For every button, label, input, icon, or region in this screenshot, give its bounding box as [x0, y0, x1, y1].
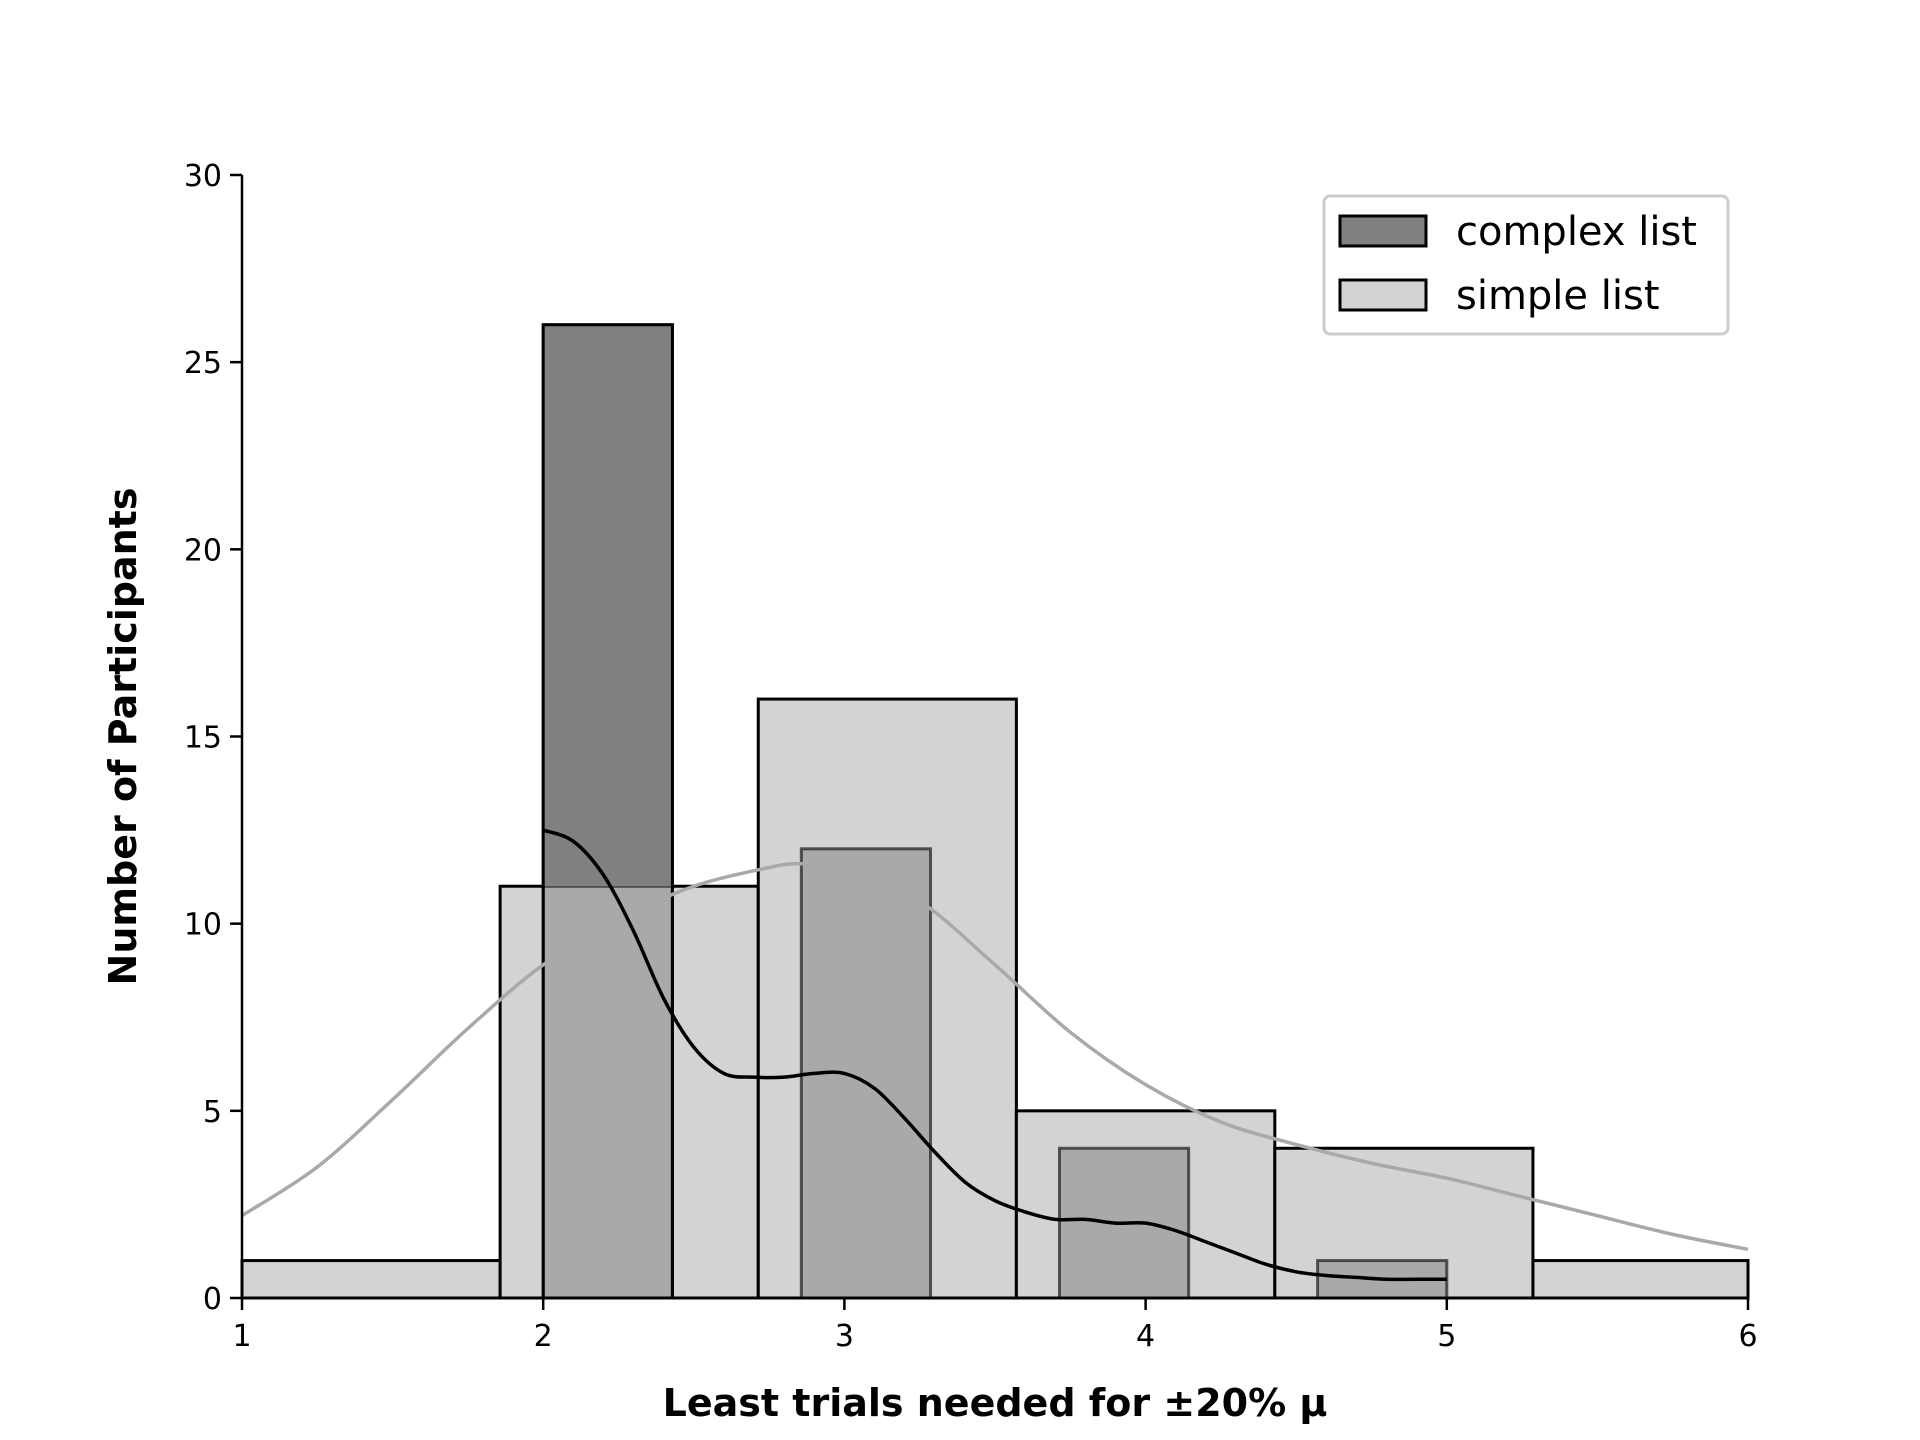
y-tick-label-5: 25 [184, 346, 222, 381]
kde-curves [241, 828, 1749, 1282]
x-tick-label-3: 4 [1136, 1319, 1155, 1354]
y-tick-label-4: 20 [184, 533, 222, 568]
legend-swatch-simple-list [1338, 278, 1428, 312]
simple-list-bar-0 [240, 1259, 502, 1300]
x-tick-label-0: 1 [232, 1319, 251, 1354]
complex-list-bar-0-top [543, 324, 673, 887]
legend-label-complex-list: complex list [1456, 209, 1697, 255]
y-tick-label-1: 5 [203, 1095, 222, 1130]
y-axis-label: Number of Participants [101, 488, 145, 986]
x-axis-label: Least trials needed for ±20% μ [663, 1381, 1328, 1425]
x-tick-label-4: 5 [1437, 1319, 1456, 1354]
legend: complex list simple list [1322, 194, 1730, 336]
x-tick-label-5: 6 [1738, 1319, 1757, 1354]
simple-list-bar-5 [1531, 1259, 1750, 1300]
y-tick-label-6: 30 [184, 159, 222, 194]
legend-swatch-complex-list [1338, 214, 1428, 248]
y-tick-label-3: 15 [184, 721, 222, 756]
x-tick-label-2: 3 [835, 1319, 854, 1354]
y-tick-label-0: 0 [203, 1282, 222, 1317]
y-tick-label-2: 10 [184, 908, 222, 943]
simple-list-bars [240, 697, 1750, 1300]
complex-list-kde-line [542, 828, 1447, 1282]
legend-label-simple-list: simple list [1456, 273, 1660, 319]
simple-list-kde-line [241, 861, 1749, 1252]
axes: 1 2 3 4 5 6 0 5 10 15 20 25 30 [184, 159, 1758, 1354]
x-tick-label-1: 2 [534, 1319, 553, 1354]
